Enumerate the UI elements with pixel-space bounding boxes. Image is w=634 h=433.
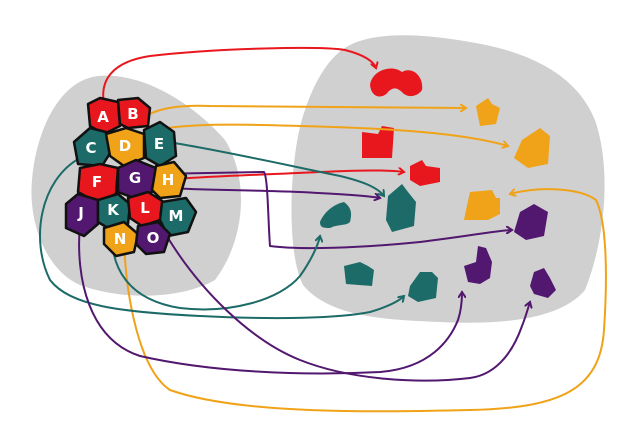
arrow-g-to-purple-piece-1: [153, 171, 512, 250]
arrow-j-to-purple-piece-2: [78, 223, 462, 375]
tile-label-b: B: [127, 105, 138, 123]
right-blob: [291, 35, 605, 323]
tile-label-a: A: [97, 108, 109, 126]
tile-n: [102, 220, 140, 258]
tile-label-g: G: [129, 169, 141, 187]
teal-piece-1: [320, 202, 352, 228]
target-pieces: [320, 68, 556, 302]
tile-g: [116, 158, 158, 200]
teal-piece-4: [408, 272, 438, 302]
tile-label-m: M: [169, 207, 184, 225]
arrow-d-to-orange-piece-2: [131, 123, 508, 146]
arrow-n-to-orange-piece-3: [123, 188, 607, 413]
tile-b: [116, 96, 152, 130]
tile-label-j: J: [77, 204, 84, 222]
tile-labels: A B C D E F G H J K L M N O: [77, 105, 183, 248]
tile-label-o: O: [147, 229, 160, 247]
tile-label-d: D: [119, 137, 131, 155]
orange-piece-3: [464, 190, 500, 220]
arrow-h-to-teal-piece-2-purple: [167, 187, 380, 198]
red-piece-1: [370, 68, 423, 97]
tile-a: [86, 96, 122, 136]
tile-d: [104, 126, 146, 168]
tile-label-n: N: [114, 230, 127, 248]
arrow-o-to-purple-piece-3: [167, 237, 530, 382]
teal-piece-3: [344, 262, 374, 286]
tile-label-c: C: [85, 139, 96, 157]
tile-label-k: K: [107, 201, 120, 219]
arrow-h-to-red-piece-3: [159, 171, 404, 181]
tile-m: [158, 196, 198, 238]
tile-h: [150, 160, 188, 200]
tile-e: [142, 120, 178, 168]
tile-j: [64, 192, 100, 238]
red-piece-2: [362, 126, 394, 158]
arrow-c-to-teal-piece-4: [39, 157, 404, 320]
purple-piece-3: [530, 268, 556, 298]
arrow-e-to-teal-piece-2: [167, 141, 384, 196]
orange-piece-2: [514, 128, 550, 168]
purple-piece-2: [464, 246, 492, 284]
arrow-a-to-red-piece-1: [102, 47, 376, 105]
arrow-k-to-teal-piece-1: [110, 221, 320, 311]
tile-label-e: E: [154, 135, 164, 153]
red-piece-3: [410, 160, 440, 186]
purple-piece-1: [514, 204, 548, 240]
orange-piece-1: [476, 98, 500, 126]
source-cluster: [64, 96, 198, 258]
tile-label-l: L: [140, 199, 150, 217]
tile-label-f: F: [92, 173, 102, 191]
tile-o: [134, 220, 172, 256]
teal-piece-2: [386, 184, 416, 232]
tile-label-h: H: [162, 171, 175, 189]
